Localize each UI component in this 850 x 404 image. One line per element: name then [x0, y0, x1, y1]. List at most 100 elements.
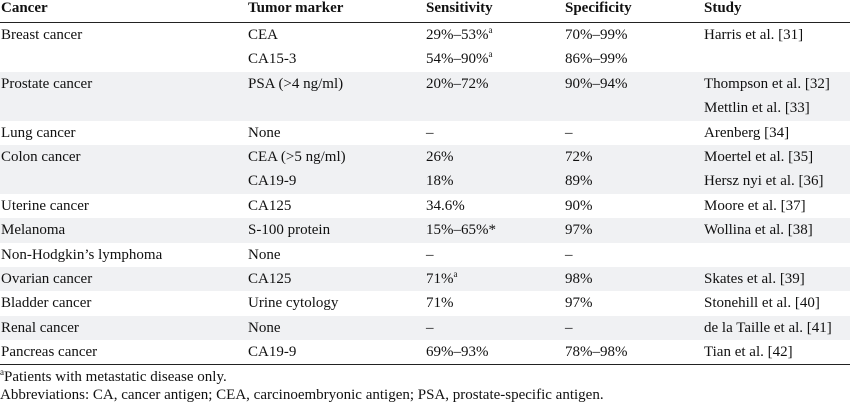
- cell-specificity: –: [565, 121, 704, 145]
- cell-specificity-text: –: [565, 246, 573, 263]
- cell-study: Thompson et al. [32]: [704, 72, 850, 96]
- table-row: Melanoma S-100 protein 15%–65%* 97% Wollina …: [0, 218, 850, 243]
- cell-cancer-text: Bladder cancer: [1, 295, 92, 312]
- cell-tumor-marker: S-100 protein: [248, 218, 426, 242]
- table-footnotes: aPatients with metastatic disease only. …: [0, 368, 850, 404]
- cell-study: Hersz nyi et al. [36]: [704, 169, 850, 193]
- cell-specificity: 97%: [565, 291, 704, 315]
- cell-study: Stonehill et al. [40]: [704, 291, 850, 315]
- tumor-marker-table: Cancer Tumor marker Sensitivity Specific…: [0, 0, 850, 366]
- cell-tumor-marker: PSA (>4 ng/ml): [248, 72, 426, 96]
- cell-sensitivity: 71%a: [426, 267, 565, 291]
- cell-cancer: Colon cancer: [0, 145, 248, 169]
- cell-cancer: Non-Hodgkin’s lymphoma: [0, 243, 248, 267]
- cell-tumor-marker: CA125: [248, 267, 426, 291]
- cell-sensitivity-text: –: [426, 319, 434, 336]
- table-row: Uterine cancer CA125 34.6% 90% Moore et al. …: [0, 194, 850, 218]
- cell-sensitivity-text: 69%–93%: [426, 344, 489, 361]
- cell-tumor-marker: CEA: [248, 23, 426, 47]
- cell-study-text: Wollina et al. [38]: [704, 222, 813, 239]
- cell-study-text: Skates et al. [39]: [704, 270, 805, 287]
- cell-tumor-marker: CA19-9: [248, 340, 426, 364]
- cell-specificity-text: 70%–99%: [565, 27, 628, 43]
- cell-study-text: de la Taille et al. [41]: [704, 319, 832, 336]
- cell-specificity: 90%: [565, 194, 704, 218]
- cell-tumor-marker-text: Urine cytology: [248, 295, 339, 312]
- cell-tumor-marker: CA19-9: [248, 169, 426, 193]
- cell-tumor-marker: None: [248, 316, 426, 340]
- cell-study-text: Moertel et al. [35]: [704, 148, 814, 165]
- cell-cancer-text: Renal cancer: [1, 319, 79, 336]
- cell-study: [704, 47, 850, 71]
- cell-tumor-marker-text: PSA (>4 ng/ml): [248, 75, 344, 92]
- cell-study: Skates et al. [39]: [704, 267, 850, 291]
- cell-sensitivity: 26%: [426, 145, 565, 169]
- cell-cancer-text: Ovarian cancer: [1, 270, 93, 287]
- cell-specificity-text: –: [565, 124, 573, 141]
- cell-cancer-text: Uterine cancer: [1, 197, 89, 214]
- header-specificity: Specificity: [565, 0, 632, 16]
- cell-cancer: Melanoma: [0, 218, 248, 242]
- cell-tumor-marker-text: None: [248, 319, 281, 336]
- cell-cancer: Renal cancer: [0, 316, 248, 340]
- table-row: Ovarian cancer CA125 71%a 98% Skates et al. …: [0, 266, 850, 292]
- table-header-row: Cancer Tumor marker Sensitivity Specific…: [0, 0, 850, 23]
- cell-study-text: Tian et al. [42]: [704, 344, 793, 361]
- cell-cancer: Pancreas cancer: [0, 340, 248, 364]
- cell-specificity: 89%: [565, 169, 704, 193]
- cell-specificity: 98%: [565, 267, 704, 291]
- cell-sensitivity-text: –: [426, 246, 434, 263]
- cell-study: Harris et al. [31]: [704, 23, 850, 47]
- cell-tumor-marker-text: CA125: [248, 197, 292, 214]
- cell-specificity: 78%–98%: [565, 340, 704, 364]
- cell-specificity: 90%–94%: [565, 72, 704, 96]
- cell-study: Arenberg [34]: [704, 121, 850, 145]
- table-row: Breast cancer CEA 29%–53%a 70%–99% Harris et…: [0, 23, 850, 47]
- footnote-a: aPatients with metastatic disease only.: [0, 368, 850, 386]
- cell-sensitivity: 15%–65%*: [426, 218, 565, 242]
- table-body: Breast cancer CEA 29%–53%a 70%–99% Harris et…: [0, 23, 850, 366]
- cell-tumor-marker-text: CEA (>5 ng/ml): [248, 148, 346, 165]
- header-study: Study: [704, 0, 742, 16]
- table-row: Pancreas cancer CA19-9 69%–93% 78%–98% Tian …: [0, 340, 850, 364]
- cell-specificity-text: 89%: [565, 173, 593, 190]
- table-row: Colon cancer CEA (>5 ng/ml) 26% 72% Moertel …: [0, 144, 850, 170]
- table-row: CA15-3 54%–90%a 86%–99%: [0, 47, 850, 71]
- cell-cancer: Prostate cancer: [0, 72, 248, 96]
- table-row: Bladder cancer Urine cytology 71% 97% Stoneh…: [0, 291, 850, 315]
- cell-sensitivity: 69%–93%: [426, 340, 565, 364]
- cell-study-text: Hersz nyi et al. [36]: [704, 173, 824, 190]
- cell-tumor-marker-text: CA19-9: [248, 344, 297, 361]
- cell-study: Tian et al. [42]: [704, 340, 850, 364]
- cell-cancer-text: Prostate cancer: [1, 75, 93, 92]
- footnote-a-text: Patients with metastatic disease only.: [4, 369, 227, 385]
- cell-specificity: –: [565, 243, 704, 267]
- cell-tumor-marker: Urine cytology: [248, 291, 426, 315]
- cell-sensitivity-text: 20%–72%: [426, 75, 489, 92]
- cell-cancer-text: Breast cancer: [1, 27, 83, 43]
- cell-sensitivity-text: 15%–65%*: [426, 222, 496, 239]
- cell-specificity: –: [565, 316, 704, 340]
- cell-cancer: Breast cancer: [0, 23, 248, 47]
- cell-tumor-marker: CEA (>5 ng/ml): [248, 145, 426, 169]
- cell-study: de la Taille et al. [41]: [704, 316, 850, 340]
- cell-specificity-text: 98%: [565, 270, 593, 287]
- cell-sensitivity-text: 54%–90%: [426, 51, 489, 68]
- cell-tumor-marker-text: None: [248, 246, 281, 263]
- cell-specificity-text: –: [565, 319, 573, 336]
- cell-tumor-marker-text: CA15-3: [248, 51, 297, 68]
- cell-study-text: Moore et al. [37]: [704, 197, 806, 214]
- table-row: Renal cancer None – – de la Taille et al. [4…: [0, 315, 850, 341]
- cell-study: [704, 243, 850, 267]
- table-row: Mettlin et al. [33]: [0, 96, 850, 121]
- footnote-marker: a: [488, 25, 493, 35]
- cell-specificity-text: 97%: [565, 222, 593, 239]
- cell-sensitivity: 71%: [426, 291, 565, 315]
- cell-cancer: Uterine cancer: [0, 194, 248, 218]
- header-sensitivity: Sensitivity: [426, 0, 493, 16]
- cell-sensitivity: –: [426, 243, 565, 267]
- header-tumor-marker: Tumor marker: [248, 0, 344, 16]
- cell-study-text: Thompson et al. [32]: [704, 75, 830, 92]
- cell-sensitivity: 20%–72%: [426, 72, 565, 96]
- cell-specificity-text: 86%–99%: [565, 51, 628, 68]
